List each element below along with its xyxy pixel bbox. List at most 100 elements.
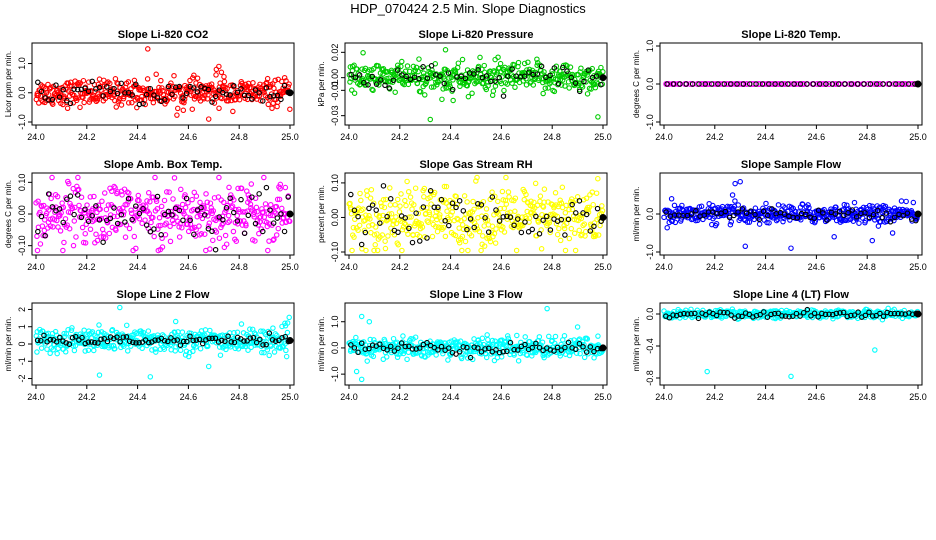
data-point: [534, 56, 540, 62]
data-point-black: [757, 311, 763, 318]
data-point: [780, 218, 786, 225]
data-point: [198, 231, 205, 237]
data-point-outlier: [742, 243, 749, 250]
data-point-black: [395, 345, 401, 351]
data-point-black: [406, 343, 412, 350]
data-point: [156, 214, 163, 221]
y-tick-label: 0.0: [645, 208, 655, 221]
data-point: [360, 77, 367, 84]
data-point: [228, 204, 235, 211]
data-point-black: [593, 73, 600, 79]
data-point: [150, 214, 156, 221]
data-point-black: [782, 313, 789, 319]
data-point-black: [438, 196, 445, 203]
data-point: [485, 82, 491, 89]
chart-title: Slope Line 4 (LT) Flow: [733, 289, 849, 301]
data-point: [495, 350, 502, 357]
data-point-black: [78, 214, 85, 221]
data-point-black: [583, 349, 590, 355]
data-point-black: [64, 98, 70, 104]
data-point: [247, 326, 253, 332]
data-point-black: [63, 340, 69, 346]
data-point: [501, 205, 507, 212]
data-point: [273, 232, 280, 238]
data-point-black: [151, 226, 157, 232]
data-point: [435, 206, 441, 213]
data-point: [584, 336, 591, 342]
data-point: [521, 188, 528, 195]
data-point: [230, 228, 237, 235]
axis-label-y: Licor ppm per min.: [4, 51, 13, 117]
data-point-black: [212, 93, 219, 100]
data-point: [554, 81, 561, 88]
data-point-black: [670, 81, 677, 87]
data-point-black: [69, 335, 76, 341]
data-point: [426, 211, 433, 218]
chart-title: Slope Line 3 Flow: [430, 289, 523, 301]
data-point: [260, 209, 266, 215]
data-point: [552, 333, 559, 340]
data-point: [351, 234, 357, 240]
data-point: [216, 105, 222, 112]
data-point-black: [529, 226, 535, 233]
data-point: [231, 330, 237, 336]
y-tick-label: -0.10: [17, 235, 27, 256]
data-point: [522, 334, 528, 340]
data-point: [279, 205, 285, 212]
data-point: [99, 198, 105, 205]
data-point-black: [196, 336, 203, 343]
data-point: [88, 330, 94, 336]
data-point-black: [778, 81, 785, 87]
x-tick-label: 24.0: [655, 392, 673, 402]
data-point-black: [60, 219, 66, 226]
data-point: [60, 247, 66, 254]
data-point: [45, 91, 52, 98]
data-point: [96, 93, 103, 100]
data-point: [505, 335, 512, 342]
chart-panel: Slope Amb. Box Temp. degrees C per min. 24…: [4, 159, 299, 272]
y-tick-label: 0.10: [330, 174, 340, 192]
data-point: [286, 314, 292, 321]
data-point: [502, 197, 509, 204]
data-point-black: [355, 349, 361, 356]
data-point-black: [880, 313, 887, 320]
data-point: [45, 81, 51, 88]
chart-panel: Slope Line 2 Flow ml/min per min. 24.0 24.2…: [4, 289, 299, 402]
data-point: [37, 87, 43, 93]
data-point-black: [797, 313, 803, 319]
data-point-black: [177, 342, 184, 348]
x-tick-label: 24.4: [757, 392, 775, 402]
data-point-black: [231, 82, 237, 89]
data-point-black: [663, 209, 669, 215]
data-point-black: [727, 81, 734, 87]
data-point-black: [467, 216, 474, 222]
data-point-black: [212, 335, 219, 341]
data-point: [258, 97, 264, 104]
data-point: [557, 237, 564, 244]
data-point-black: [887, 219, 894, 225]
data-point-black: [900, 212, 906, 219]
data-point: [487, 238, 494, 245]
y-tick-label: -0.10: [330, 242, 340, 263]
x-tick-label: 25.0: [909, 392, 927, 402]
data-point-black: [483, 73, 490, 79]
data-point: [243, 222, 249, 229]
data-point-black: [122, 219, 128, 225]
chart-title: Slope Gas Stream RH: [419, 159, 532, 171]
data-point-black: [85, 339, 92, 345]
data-point: [367, 216, 373, 222]
data-point: [264, 75, 271, 82]
data-point: [261, 174, 267, 181]
data-point: [775, 202, 782, 208]
data-point-black: [478, 349, 485, 355]
data-point: [66, 225, 73, 232]
data-point: [41, 227, 48, 234]
data-point-black: [420, 64, 426, 70]
data-point-black: [35, 79, 41, 86]
data-point-black: [355, 213, 361, 220]
data-point-black: [151, 92, 157, 98]
x-tick-label: 24.0: [655, 132, 673, 142]
y-tick-label: 0.0: [17, 87, 27, 100]
data-point: [501, 229, 508, 235]
